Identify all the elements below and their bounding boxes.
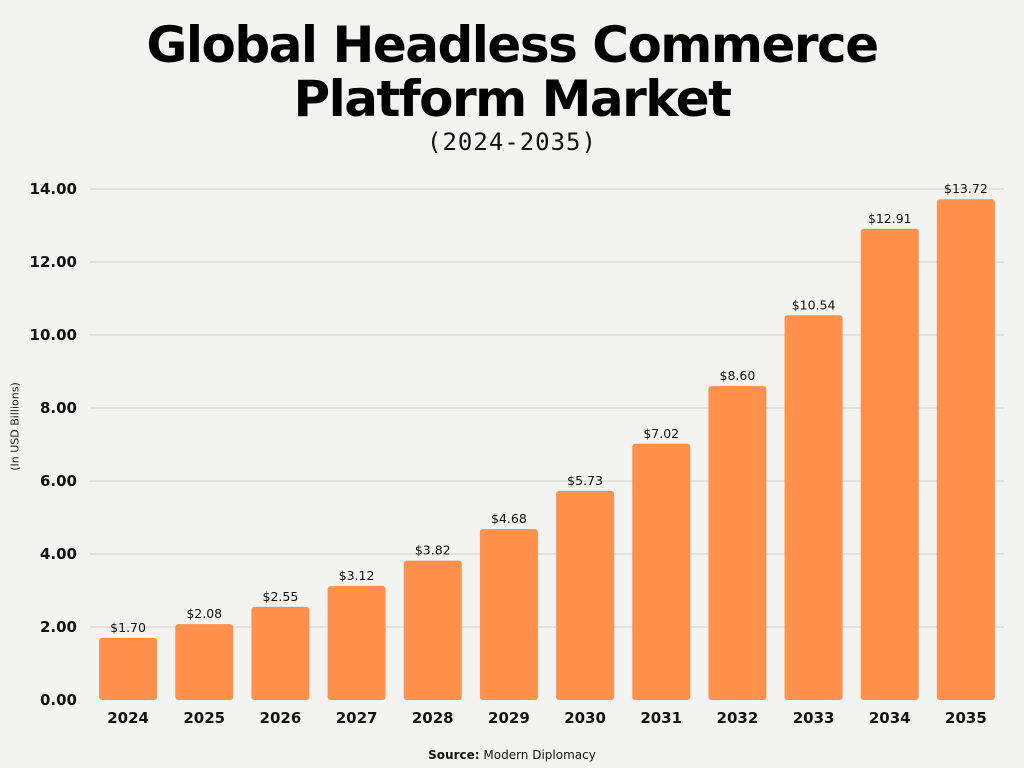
data-label: $12.91 — [868, 211, 912, 226]
bar — [556, 490, 615, 700]
bar — [327, 586, 386, 700]
x-tick-label: 2026 — [260, 709, 302, 727]
chart-subtitle: (2024-2035) — [427, 128, 597, 156]
data-label: $3.12 — [339, 568, 375, 583]
y-tick-label: 0.00 — [40, 691, 77, 709]
x-tick-label: 2030 — [564, 709, 606, 727]
data-label: $2.08 — [186, 606, 222, 621]
x-tick-label: 2027 — [336, 709, 378, 727]
bar — [936, 199, 995, 700]
x-tick-label: 2029 — [488, 709, 530, 727]
bar — [175, 624, 234, 700]
x-tick-label: 2024 — [107, 709, 149, 727]
bar — [860, 228, 919, 700]
y-tick-label: 2.00 — [40, 618, 77, 636]
data-label: $13.72 — [944, 181, 988, 196]
y-tick-label: 10.00 — [30, 326, 77, 344]
bar — [784, 315, 843, 700]
chart-title: Global Headless Commerce Platform Market — [146, 16, 879, 128]
data-label: $1.70 — [110, 620, 146, 635]
x-tick-label: 2034 — [869, 709, 911, 727]
bar — [403, 560, 462, 700]
data-label: $10.54 — [792, 297, 836, 312]
bar — [632, 443, 691, 700]
x-tick-label: 2032 — [717, 709, 759, 727]
y-tick-label: 12.00 — [30, 253, 77, 271]
source-note: Source: Modern Diplomacy — [0, 748, 1024, 762]
data-label: $7.02 — [643, 426, 679, 441]
source-label: Source: — [428, 748, 480, 762]
x-tick-label: 2028 — [412, 709, 454, 727]
x-tick-label: 2025 — [183, 709, 225, 727]
data-label: $3.82 — [415, 543, 451, 558]
y-tick-label: 4.00 — [40, 545, 77, 563]
y-tick-label: 14.00 — [30, 180, 77, 198]
data-label: $8.60 — [720, 368, 756, 383]
x-tick-label: 2035 — [945, 709, 987, 727]
y-tick-label: 8.00 — [40, 399, 77, 417]
data-label: $2.55 — [263, 589, 299, 604]
y-tick-label: 6.00 — [40, 472, 77, 490]
bar — [708, 386, 767, 700]
data-label: $4.68 — [491, 511, 527, 526]
data-label: $5.73 — [567, 473, 603, 488]
bar — [479, 529, 538, 700]
source-name: Modern Diplomacy — [483, 748, 596, 762]
x-tick-label: 2031 — [640, 709, 682, 727]
bar — [99, 637, 158, 700]
x-tick-label: 2033 — [793, 709, 835, 727]
bar — [251, 606, 310, 700]
